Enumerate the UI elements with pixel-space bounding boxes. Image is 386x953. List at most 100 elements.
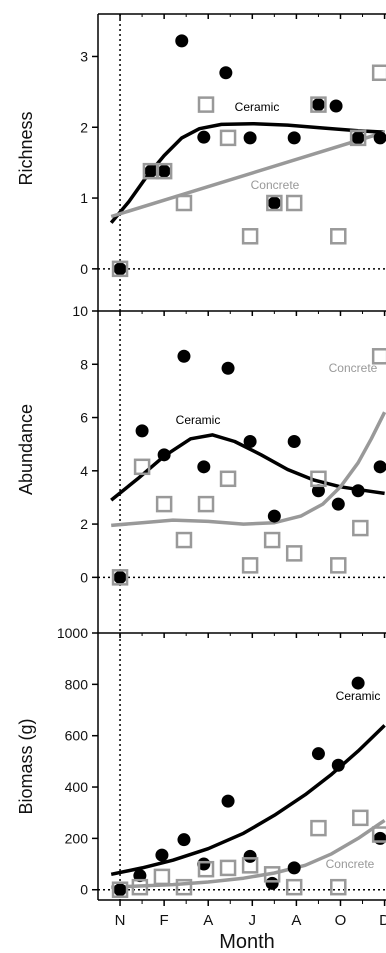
fit-line-ceramic (109, 121, 385, 224)
data-point-ceramic (197, 460, 211, 474)
data-point-concrete (219, 470, 237, 488)
data-point-concrete (285, 545, 303, 562)
y-tick-label: 1000 (57, 625, 88, 641)
data-point-ceramic (287, 131, 301, 145)
data-point-concrete (197, 860, 215, 878)
data-point-concrete (310, 470, 327, 488)
data-point-ceramic (329, 99, 343, 113)
data-point-ceramic (113, 570, 127, 584)
data-point-concrete (371, 826, 386, 843)
data-point-ceramic (311, 98, 325, 112)
data-point-ceramic (243, 131, 257, 145)
curve-label-concrete: Concrete (329, 361, 378, 375)
data-point-ceramic (311, 484, 325, 498)
y-tick-label: 1 (80, 190, 88, 206)
y-axis-label: Richness (16, 111, 36, 185)
data-point-ceramic (157, 164, 171, 178)
data-point-concrete (371, 64, 386, 82)
data-point-concrete (310, 96, 327, 113)
data-point-ceramic (197, 857, 211, 871)
data-point-concrete (175, 194, 193, 212)
data-point-ceramic (243, 435, 257, 449)
data-point-concrete (352, 809, 369, 827)
data-point-concrete (263, 866, 281, 883)
data-point-ceramic (373, 131, 386, 145)
data-point-concrete (263, 531, 281, 549)
y-tick-label: 3 (80, 48, 88, 64)
x-tick-label: N (115, 912, 126, 929)
data-point-ceramic (113, 883, 127, 897)
y-tick-label: 800 (65, 676, 89, 692)
data-point-ceramic (331, 758, 345, 772)
x-tick-label: A (203, 912, 213, 929)
data-point-ceramic (157, 448, 171, 462)
y-tick-label: 0 (80, 261, 88, 277)
data-point-concrete (241, 228, 259, 245)
data-point-concrete (175, 878, 193, 896)
fit-line-concrete (111, 818, 386, 889)
y-tick-label: 2 (80, 119, 88, 135)
data-point-concrete (197, 495, 215, 513)
data-point-ceramic (177, 349, 191, 363)
y-tick-label: 200 (65, 830, 89, 846)
data-point-concrete (111, 569, 129, 586)
data-point-ceramic (287, 435, 301, 449)
data-point-ceramic (133, 869, 147, 883)
fit-line-ceramic (110, 724, 386, 877)
data-point-ceramic (113, 262, 127, 276)
x-tick-label: F (160, 912, 169, 929)
data-point-ceramic (144, 164, 158, 178)
data-point-ceramic (221, 361, 235, 375)
data-point-ceramic (135, 424, 149, 438)
data-point-ceramic (351, 484, 365, 498)
data-point-ceramic (267, 196, 281, 210)
fit-line-ceramic (110, 433, 385, 502)
data-point-concrete (219, 859, 237, 877)
data-point-concrete (155, 162, 173, 180)
curve-label-ceramic: Ceramic (336, 689, 381, 703)
data-point-ceramic (331, 497, 345, 511)
data-point-concrete (197, 96, 215, 113)
fit-line-concrete (111, 411, 386, 528)
y-axis-label: Biomass (g) (16, 718, 36, 814)
curve-label-ceramic: Ceramic (176, 413, 221, 427)
y-tick-label: 400 (65, 779, 89, 795)
data-point-concrete (111, 260, 129, 278)
y-tick-label: 8 (80, 356, 88, 372)
data-point-ceramic (351, 676, 365, 690)
y-tick-label: 2 (80, 516, 88, 532)
curve-label-concrete: Concrete (326, 857, 375, 871)
data-point-ceramic (243, 849, 257, 863)
y-tick-label: 4 (80, 463, 88, 479)
data-point-ceramic (351, 131, 365, 145)
data-point-concrete (285, 194, 303, 212)
data-point-ceramic (221, 794, 235, 808)
data-point-concrete (330, 878, 347, 896)
data-point-concrete (131, 878, 149, 896)
data-point-concrete (241, 857, 259, 874)
data-point-ceramic (197, 130, 211, 144)
data-point-concrete (330, 557, 347, 574)
x-tick-label: D (379, 912, 386, 929)
data-point-ceramic (265, 876, 279, 890)
y-tick-label: 0 (80, 882, 88, 898)
data-point-ceramic (287, 861, 301, 875)
data-point-concrete (371, 348, 386, 365)
curve-label-ceramic: Ceramic (235, 100, 280, 114)
data-point-ceramic (219, 66, 233, 80)
x-tick-label: J (249, 912, 257, 929)
data-point-ceramic (373, 831, 386, 845)
fit-line-concrete (110, 130, 386, 219)
curve-label-concrete: Concrete (251, 178, 300, 192)
x-tick-label: A (291, 912, 301, 929)
y-tick-label: 0 (80, 569, 88, 585)
data-point-ceramic (155, 848, 169, 862)
data-point-ceramic (267, 509, 281, 523)
data-point-concrete (285, 878, 303, 896)
y-tick-label: 6 (80, 410, 88, 426)
y-axis-label: Abundance (16, 404, 36, 495)
data-point-concrete (153, 868, 171, 886)
data-point-ceramic (175, 34, 189, 48)
data-point-concrete (310, 819, 327, 837)
